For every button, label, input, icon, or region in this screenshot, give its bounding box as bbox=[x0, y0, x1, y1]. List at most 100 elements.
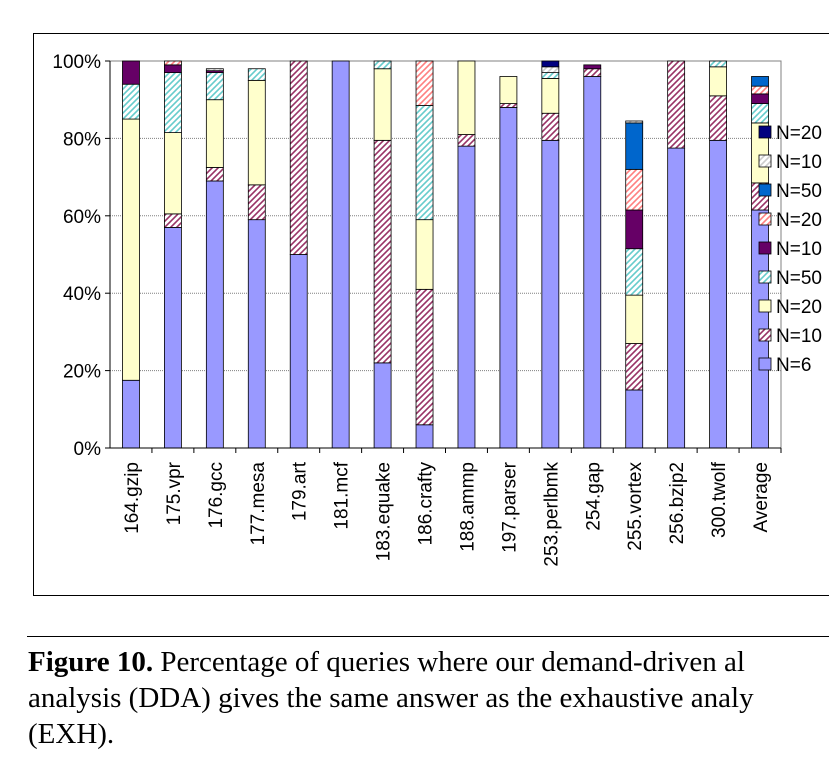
legend-swatch bbox=[758, 357, 772, 371]
bar-segment bbox=[457, 134, 476, 147]
bar-segment bbox=[751, 85, 769, 95]
bar-segment bbox=[625, 389, 644, 449]
x-tick-label: 253.perlbmk bbox=[541, 462, 562, 567]
x-tick-label: 175.vpr bbox=[164, 461, 185, 525]
caption-rule bbox=[27, 636, 829, 637]
bar-segment bbox=[373, 68, 392, 141]
legend-swatch bbox=[758, 212, 772, 226]
bar-segment bbox=[122, 83, 140, 120]
bar-segment bbox=[583, 76, 602, 449]
bar-segment bbox=[415, 288, 434, 426]
bar-segment bbox=[541, 72, 560, 79]
bar-segment bbox=[583, 68, 602, 77]
bar-segment bbox=[625, 343, 644, 391]
bar-segment bbox=[164, 132, 182, 215]
legend-label: N=50 bbox=[776, 181, 822, 202]
legend-label: N=50 bbox=[776, 268, 822, 289]
bar-segment bbox=[373, 139, 392, 364]
bar-segment bbox=[122, 379, 140, 449]
y-tick-label: 0% bbox=[74, 439, 102, 460]
bar-segment bbox=[499, 76, 518, 104]
figure-caption: Figure 10. Percentage of queries where o… bbox=[28, 644, 829, 752]
x-tick-label: 300.twolf bbox=[709, 461, 730, 538]
x-tick-label: 188.ammp bbox=[457, 462, 478, 552]
bar-segment bbox=[205, 68, 224, 72]
x-tick-label: 164.gzip bbox=[122, 462, 143, 534]
x-tick-label: 197.parser bbox=[499, 461, 520, 553]
legend-swatch bbox=[758, 183, 772, 197]
caption-text-1: Percentage of queries where our demand-d… bbox=[160, 646, 745, 678]
legend-label: N=10 bbox=[776, 152, 822, 173]
bar-segment bbox=[205, 180, 224, 449]
bars bbox=[122, 60, 769, 449]
bar-segment bbox=[331, 60, 350, 449]
bar-segment bbox=[625, 168, 644, 211]
bar-segment bbox=[541, 60, 560, 68]
caption-line-3: (EXH). bbox=[28, 718, 115, 750]
bar-segment bbox=[751, 93, 769, 104]
x-tick-label: 256.bzip2 bbox=[667, 462, 688, 544]
bar-segment bbox=[709, 66, 727, 97]
bar-segment bbox=[164, 72, 182, 133]
y-tick-label: 60% bbox=[63, 207, 101, 228]
y-tick-label: 40% bbox=[63, 284, 101, 305]
x-tick-label: 179.art bbox=[290, 461, 311, 521]
bar-segment bbox=[625, 122, 644, 170]
legend: N=20 N=10 N=50 N=20 N=10 N=50 N=20 N=10 N=6 bbox=[758, 123, 822, 376]
axes: 0% 20% 40% 60% 80% 100% 164.gzip 175.vpr 176.gcc… bbox=[52, 52, 782, 567]
bar-segment bbox=[625, 209, 644, 250]
bar-segment bbox=[499, 107, 518, 449]
x-tick-label: 186.crafty bbox=[416, 462, 437, 546]
x-tick-label: 183.equake bbox=[374, 462, 395, 561]
caption-line-1: Figure 10. Percentage of queries where o… bbox=[28, 644, 829, 680]
bar-segment bbox=[164, 64, 182, 74]
y-tick-label: 80% bbox=[63, 129, 101, 150]
bar-segment bbox=[164, 60, 182, 66]
bar-segment bbox=[709, 139, 727, 449]
bar-segment bbox=[415, 219, 434, 290]
legend-label: N=20 bbox=[776, 297, 822, 318]
bar-segment bbox=[415, 424, 434, 449]
x-tick-label: 176.gcc bbox=[206, 462, 227, 529]
y-tick-label: 20% bbox=[63, 362, 101, 383]
bar-segment bbox=[247, 184, 266, 221]
legend-swatch bbox=[758, 328, 772, 342]
bar-segment bbox=[122, 60, 140, 85]
bar-segment bbox=[164, 213, 182, 228]
bar-segment bbox=[667, 60, 686, 149]
y-tick-label: 100% bbox=[52, 52, 101, 73]
bar-segment bbox=[122, 118, 140, 381]
legend-swatch bbox=[758, 270, 772, 284]
bar-segment bbox=[751, 103, 769, 124]
bar-segment bbox=[247, 68, 266, 81]
bar-segment bbox=[751, 76, 769, 87]
legend-swatch bbox=[758, 154, 772, 168]
bar-segment bbox=[247, 79, 266, 186]
x-tick-label: 177.mesa bbox=[248, 462, 269, 546]
bar-segment bbox=[164, 227, 182, 449]
legend-label: N=20 bbox=[776, 210, 822, 231]
bar-segment bbox=[625, 120, 644, 124]
bar-segment bbox=[289, 254, 308, 449]
bar-segment bbox=[373, 362, 392, 449]
bar-segment bbox=[289, 60, 308, 255]
bar-segment bbox=[205, 99, 224, 168]
legend-label: N=20 bbox=[776, 123, 822, 144]
legend-label: N=6 bbox=[776, 355, 811, 376]
x-tick-label: Average bbox=[751, 462, 772, 532]
bar-segment bbox=[205, 167, 224, 182]
bar-segment bbox=[247, 219, 266, 449]
legend-label: N=10 bbox=[776, 239, 822, 260]
legend-swatch bbox=[758, 299, 772, 313]
bar-segment bbox=[541, 78, 560, 114]
bar-segment bbox=[499, 103, 518, 108]
bar-segment bbox=[541, 139, 560, 449]
bar-segment bbox=[667, 147, 686, 449]
bar-segment bbox=[541, 112, 560, 141]
x-tick-label: 254.gap bbox=[583, 462, 604, 531]
legend-swatch bbox=[758, 125, 772, 139]
bar-segment bbox=[709, 60, 727, 68]
caption-label: Figure 10. bbox=[28, 646, 154, 678]
legend-label: N=10 bbox=[776, 326, 822, 347]
chart-frame: 0% 20% 40% 60% 80% 100% 164.gzip 175.vpr 176.gcc… bbox=[33, 33, 829, 596]
